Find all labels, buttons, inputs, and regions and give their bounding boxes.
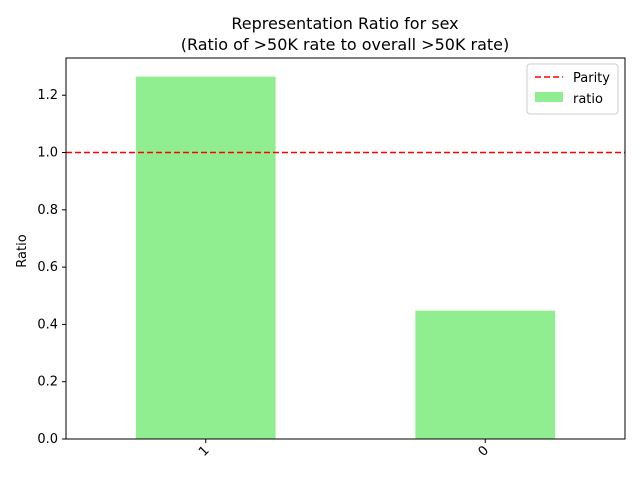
y-axis-label: Ratio: [15, 234, 30, 267]
y-tick-label: 0.6: [37, 260, 58, 275]
plot-frame: [65, 57, 626, 440]
legend-parity-label: Parity: [573, 71, 610, 86]
y-tick-label: 1.2: [37, 88, 58, 103]
y-tick-label: 0.4: [37, 317, 58, 332]
bar-0: [415, 310, 556, 439]
y-axis: 0.0 0.2 0.4 0.6 0.8 1.0 1.2: [37, 88, 66, 447]
legend-ratio-label: ratio: [573, 92, 603, 107]
y-tick-label: 0.2: [37, 375, 58, 390]
y-tick-label: 0.8: [37, 203, 58, 218]
y-tick-label: 1.0: [37, 146, 58, 161]
legend-ratio-swatch: [535, 92, 563, 102]
bar-1: [135, 76, 276, 439]
chart-title: Representation Ratio for sex: [231, 14, 458, 33]
y-tick-label: 0.0: [37, 432, 58, 447]
legend: Parity ratio: [526, 63, 619, 115]
x-tick-label: 0: [476, 443, 492, 459]
x-tick-label: 1: [196, 443, 212, 459]
chart-subtitle: (Ratio of >50K rate to overall >50K rate…: [181, 35, 510, 54]
bars-group: [135, 76, 556, 439]
